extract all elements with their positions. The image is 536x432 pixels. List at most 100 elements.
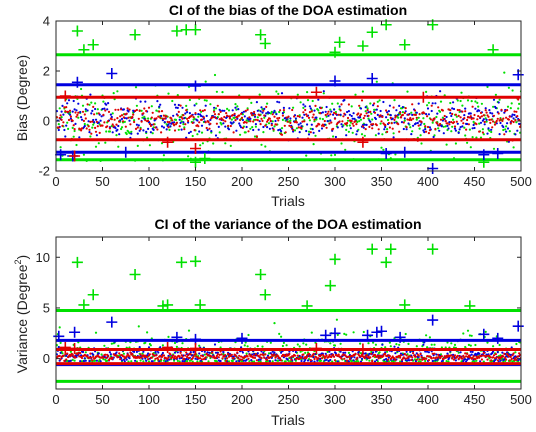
data-point (512, 117, 515, 120)
variance-ylabel-close: ) (14, 255, 30, 260)
data-point (486, 341, 489, 344)
data-point (197, 115, 200, 118)
data-point (155, 354, 158, 357)
data-point (138, 356, 141, 359)
data-point (214, 116, 218, 120)
data-point (276, 100, 279, 103)
data-point (431, 102, 434, 105)
data-point (441, 109, 444, 112)
data-point (322, 92, 325, 95)
data-point (278, 116, 281, 120)
data-point (155, 117, 158, 120)
data-point (191, 360, 194, 363)
data-point (313, 118, 316, 121)
data-point (217, 125, 220, 128)
data-point (468, 334, 471, 337)
bias-xlabel: Trials (271, 193, 305, 209)
data-point (136, 144, 139, 147)
data-point (280, 133, 284, 136)
data-point (227, 109, 231, 112)
data-point (88, 103, 91, 106)
data-point (365, 123, 368, 126)
data-point (452, 358, 456, 361)
data-point (430, 357, 433, 360)
outlier-marker (380, 148, 392, 159)
data-point (474, 358, 477, 361)
data-point (369, 110, 372, 113)
data-point (163, 117, 166, 120)
data-point (122, 352, 125, 355)
x-tick-label: 400 (417, 392, 439, 407)
data-point (471, 127, 474, 130)
data-point (77, 351, 80, 354)
data-point (367, 117, 370, 120)
data-point (67, 118, 71, 122)
data-point (383, 360, 386, 363)
data-point (390, 122, 393, 125)
data-point (193, 104, 196, 107)
data-point (452, 118, 455, 121)
data-point (140, 120, 143, 123)
data-point (111, 131, 114, 134)
data-point (345, 355, 348, 358)
data-point (139, 100, 142, 103)
data-point (385, 357, 388, 361)
outlier-marker (492, 332, 504, 344)
data-point (299, 101, 302, 104)
data-point (340, 142, 343, 145)
data-point (417, 124, 420, 127)
data-point (59, 146, 62, 149)
data-point (205, 114, 208, 117)
data-point (81, 350, 85, 354)
data-point (492, 354, 496, 357)
data-point (63, 128, 66, 132)
data-point (306, 123, 309, 126)
data-point (431, 352, 434, 355)
data-point (348, 113, 351, 116)
data-point (199, 357, 202, 360)
data-point (388, 341, 391, 344)
data-point (240, 116, 244, 119)
data-point (392, 132, 395, 135)
data-point (498, 133, 501, 136)
data-point (157, 115, 160, 118)
data-point (112, 92, 115, 95)
data-point (264, 145, 267, 148)
data-point (232, 357, 235, 360)
data-point (464, 134, 467, 137)
data-point (494, 106, 497, 110)
data-point (466, 141, 469, 144)
data-point (133, 120, 136, 124)
data-point (244, 341, 247, 344)
data-point (178, 360, 181, 363)
data-point (214, 107, 218, 110)
data-point (430, 104, 433, 107)
data-point (95, 120, 98, 123)
data-point (304, 358, 307, 361)
data-point (264, 124, 267, 127)
data-point (94, 126, 97, 129)
data-point (498, 98, 501, 101)
data-point (66, 102, 69, 105)
data-point (222, 351, 225, 354)
data-point (384, 352, 387, 355)
data-point (503, 352, 506, 355)
data-point (332, 127, 335, 130)
data-point (71, 110, 74, 113)
data-point (417, 360, 420, 363)
data-point (253, 113, 257, 116)
data-point (88, 360, 91, 363)
data-point (169, 125, 172, 128)
data-point (382, 100, 385, 104)
x-tick-label: 300 (324, 174, 346, 189)
data-point (333, 108, 336, 111)
data-point (203, 99, 206, 102)
data-point (188, 112, 191, 115)
data-point (419, 123, 422, 126)
y-tick-label: -2 (38, 164, 50, 179)
data-point (160, 110, 164, 113)
data-point (503, 358, 506, 361)
data-point (394, 352, 397, 355)
x-tick-label: 0 (52, 392, 59, 407)
outlier-marker (171, 331, 183, 343)
